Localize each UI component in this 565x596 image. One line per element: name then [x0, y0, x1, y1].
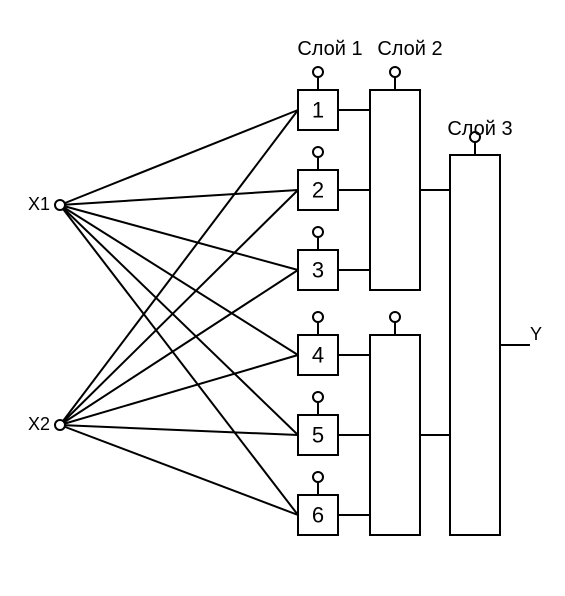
layer1-node-n3-port: [313, 227, 323, 237]
layer3-node: [450, 155, 500, 535]
label-x2: X2: [28, 414, 50, 434]
layer1-node-n2-port: [313, 147, 323, 157]
layer1-node-n2-label: 2: [312, 178, 324, 203]
layer1-node-n5-label: 5: [312, 423, 324, 448]
edge-x1-n3: [60, 205, 298, 270]
edge-x1-n4: [60, 205, 298, 355]
input-x2: [55, 420, 65, 430]
layer1-node-n1-port: [313, 67, 323, 77]
layer2-node-l2a: [370, 90, 420, 290]
layer1-node-n4-port: [313, 312, 323, 322]
label-layer3: Слой 3: [447, 118, 512, 140]
edge-x1-n2: [60, 190, 298, 205]
edge-x2-n5: [60, 425, 298, 435]
layer1-node-n6-port: [313, 472, 323, 482]
layer2-node-l2b-port: [390, 312, 400, 322]
label-y: Y: [530, 324, 542, 344]
layer1-node-n4-label: 4: [312, 343, 324, 368]
layer1-node-n5-port: [313, 392, 323, 402]
label-x1: X1: [28, 194, 50, 214]
layer1-node-n1-label: 1: [312, 98, 324, 123]
label-layer1: Слой 1: [297, 38, 362, 60]
layer1-node-n6-label: 6: [312, 503, 324, 528]
edge-x1-n5: [60, 205, 298, 435]
layer2-node-l2b: [370, 335, 420, 535]
label-layer2: Слой 2: [377, 38, 442, 60]
input-x1: [55, 200, 65, 210]
layer2-node-l2a-port: [390, 67, 400, 77]
layer1-node-n3-label: 3: [312, 258, 324, 283]
edge-x1-n6: [60, 205, 298, 515]
neural-network-diagram: 1 2 3 4 5 6 Слой 1 Слой 2 Слой 3 X1 X2 Y: [0, 0, 565, 596]
